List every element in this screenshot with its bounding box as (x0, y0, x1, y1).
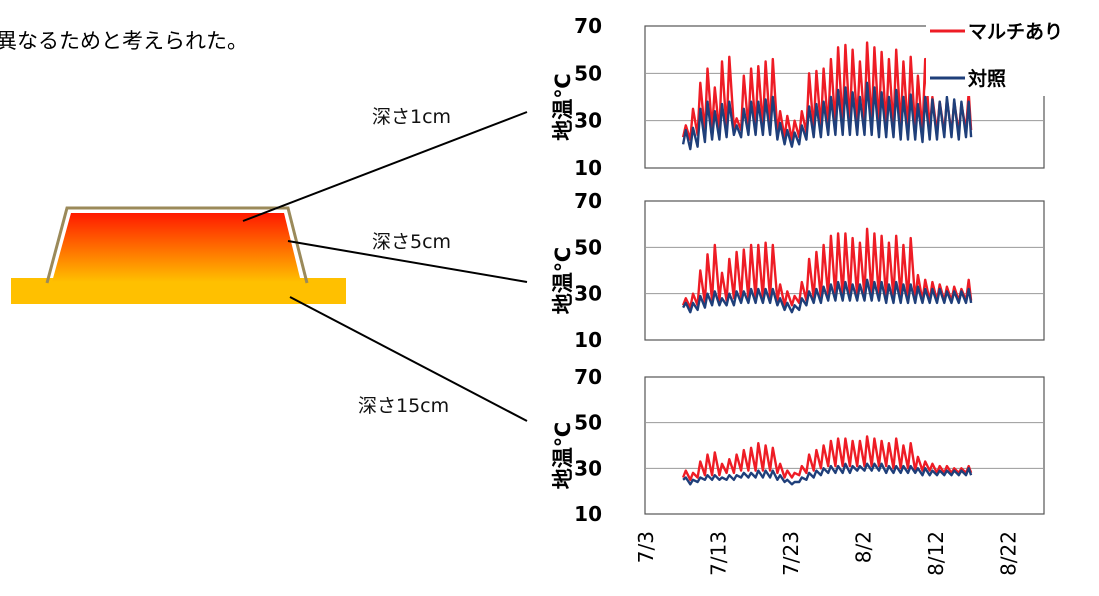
chart-panel-3: 10 30 50 70 地温℃ (551, 365, 1045, 526)
y-axis-label: 地温℃ (551, 247, 575, 314)
x-tick-label: 7/3 (634, 531, 658, 563)
raised-bed (52, 213, 301, 282)
soil-base (11, 278, 346, 304)
y-tick-label: 50 (574, 411, 602, 435)
caption-text: 異なるためと考えられた。 (0, 29, 248, 53)
series-line-control (682, 278, 973, 314)
y-tick-label: 70 (574, 14, 602, 38)
depth-label-5cm: 深さ5cm (372, 231, 451, 253)
y-tick-label: 30 (574, 456, 602, 480)
y-tick-label: 30 (574, 282, 602, 306)
x-tick-label: 7/13 (707, 531, 731, 576)
depth-label-15cm: 深さ15cm (358, 395, 449, 417)
y-tick-label: 50 (574, 61, 602, 85)
x-tick-label: 7/23 (779, 531, 803, 576)
pointer-line-5cm (287, 240, 528, 283)
y-tick-label: 70 (574, 365, 602, 389)
series-line-mulch (681, 435, 973, 481)
pointer-line-15cm (289, 296, 528, 422)
y-tick-label: 70 (574, 189, 602, 213)
chart-panels: 10 30 50 70 地温℃ 10 30 50 70 地温℃ 10 30 50 70 地温℃ (551, 14, 1045, 526)
depth-label-1cm: 深さ1cm (372, 106, 451, 128)
chart-panel-2: 10 30 50 70 地温℃ (551, 189, 1045, 352)
x-tick-label: 8/22 (997, 531, 1021, 576)
y-tick-label: 10 (574, 502, 602, 526)
pointer-lines (242, 111, 528, 422)
x-axis-ticks: 7/3 7/13 7/23 8/2 8/12 8/22 (634, 531, 1021, 576)
y-tick-label: 50 (574, 235, 602, 259)
mulch-film (45, 206, 309, 284)
legend-mulch-label: マルチあり (968, 21, 1063, 43)
legend: マルチあり 対照 (926, 14, 1098, 96)
x-tick-label: 8/2 (852, 531, 876, 563)
legend-box (926, 14, 1098, 96)
pointer-line-1cm (242, 111, 528, 222)
y-tick-label: 10 (574, 328, 602, 352)
y-tick-label: 30 (574, 109, 602, 133)
y-tick-label: 10 (574, 156, 602, 180)
legend-control-label: 対照 (967, 67, 1006, 90)
y-axis-label: 地温℃ (551, 73, 575, 140)
y-axis-label: 地温℃ (551, 422, 575, 489)
series-line-control (681, 81, 973, 151)
x-tick-label: 8/12 (924, 531, 948, 576)
series-line-control (682, 462, 973, 486)
soil-bed-diagram (11, 206, 346, 304)
